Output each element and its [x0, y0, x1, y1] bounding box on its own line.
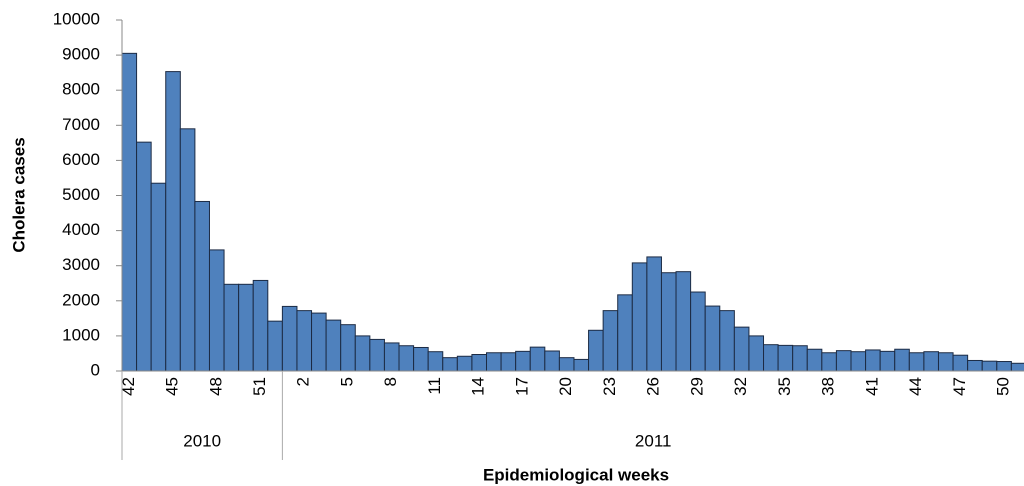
bar — [413, 346, 429, 372]
x-tick-label: 35 — [775, 377, 794, 396]
x-axis-title: Epidemiological weeks — [483, 465, 669, 484]
bar — [165, 71, 181, 372]
bar — [631, 262, 648, 372]
bar — [792, 345, 808, 372]
x-tick-label: 23 — [600, 377, 619, 396]
bar — [252, 279, 269, 372]
y-tick-label: 3000 — [62, 255, 100, 274]
x-tick-label: 17 — [512, 377, 531, 396]
x-tick-label: 29 — [687, 377, 706, 396]
bar — [529, 346, 546, 372]
bar — [733, 326, 750, 372]
x-tick-label: 26 — [644, 377, 663, 396]
x-tick-label: 14 — [469, 377, 488, 396]
y-tick-label: 5000 — [62, 185, 100, 204]
bar — [719, 310, 735, 372]
x-tick-label: 51 — [250, 377, 269, 396]
bar — [208, 249, 225, 372]
x-tick-label: 2 — [294, 377, 313, 386]
bar — [835, 350, 852, 372]
bar — [179, 128, 196, 372]
bar — [879, 350, 896, 372]
bar — [456, 355, 473, 372]
y-tick-label: 6000 — [62, 150, 100, 169]
group-label: 2010 — [183, 431, 221, 450]
bar — [267, 320, 283, 372]
x-tick-label: 20 — [556, 377, 575, 396]
y-tick-label: 8000 — [62, 80, 100, 99]
bar — [952, 354, 969, 372]
y-tick-label: 2000 — [62, 290, 100, 309]
bar — [1010, 362, 1024, 372]
x-tick-label: 45 — [163, 377, 182, 396]
bar — [573, 358, 590, 372]
bar — [894, 348, 910, 372]
bar — [937, 352, 954, 372]
bar — [500, 352, 517, 372]
bar — [442, 357, 458, 372]
bar — [996, 361, 1012, 372]
x-tick-label: 8 — [381, 377, 400, 386]
x-tick-label: 41 — [862, 377, 881, 396]
bar — [136, 141, 152, 372]
bar — [908, 352, 925, 372]
bar — [471, 354, 488, 372]
bar — [544, 350, 560, 372]
bar — [383, 342, 400, 372]
bar — [675, 271, 692, 372]
x-tick-label: 32 — [731, 377, 750, 396]
bar — [194, 200, 210, 372]
bar — [281, 305, 298, 372]
y-tick-label: 0 — [91, 360, 100, 379]
bar — [646, 256, 662, 372]
bar — [777, 344, 794, 372]
x-tick-label: 38 — [819, 377, 838, 396]
x-tick-label: 42 — [119, 377, 138, 396]
bar — [850, 351, 867, 372]
y-axis-title: Cholera cases — [9, 137, 28, 252]
x-tick-label: 5 — [337, 377, 356, 386]
bar — [617, 294, 633, 372]
bar — [865, 349, 881, 372]
bar — [515, 350, 531, 372]
bar — [398, 345, 415, 372]
bar — [588, 329, 604, 372]
x-tick-label: 48 — [206, 377, 225, 396]
bar — [427, 351, 444, 372]
bar — [238, 283, 254, 372]
bar — [354, 335, 371, 372]
bar — [340, 324, 356, 372]
y-tick-label: 1000 — [62, 325, 100, 344]
x-tick-label: 50 — [994, 377, 1013, 396]
bar — [821, 352, 837, 372]
y-tick-label: 4000 — [62, 220, 100, 239]
x-tick-label: 11 — [425, 377, 444, 395]
bar — [311, 312, 327, 372]
bar — [763, 344, 779, 372]
bar — [325, 319, 342, 372]
bar — [690, 291, 706, 372]
bar — [981, 360, 998, 372]
bar — [806, 348, 823, 372]
bar — [967, 359, 983, 372]
bar — [748, 335, 765, 372]
bar — [223, 283, 240, 372]
bar — [602, 310, 619, 372]
group-label: 2011 — [635, 431, 672, 450]
bar — [704, 305, 721, 372]
x-tick-label: 47 — [950, 377, 969, 396]
bar — [558, 357, 575, 372]
y-tick-label: 7000 — [62, 115, 100, 134]
y-tick-label: 10000 — [53, 9, 100, 28]
bar — [296, 310, 313, 372]
bar — [923, 351, 939, 372]
y-tick-label: 9000 — [62, 45, 100, 64]
bar — [486, 352, 502, 372]
bar — [369, 338, 385, 372]
bar — [150, 182, 167, 372]
x-tick-label: 44 — [906, 377, 925, 396]
bar — [660, 272, 677, 372]
bar — [121, 52, 138, 372]
